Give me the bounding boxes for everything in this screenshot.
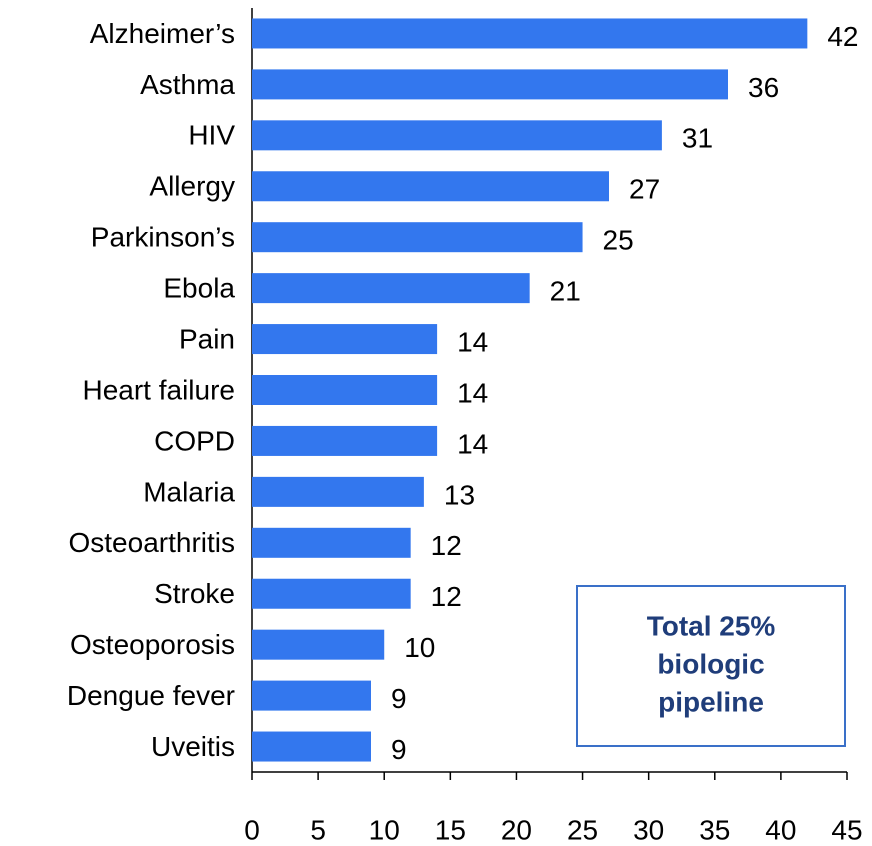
value-label: 27	[629, 174, 660, 205]
bar	[252, 375, 438, 405]
bar	[252, 731, 371, 762]
x-tick-label: 10	[369, 814, 400, 845]
annotation: biologic	[657, 648, 764, 679]
y-tick-label: Malaria	[143, 476, 235, 507]
bar	[252, 171, 609, 202]
annotation: pipeline	[658, 686, 764, 717]
value-label: 42	[827, 21, 858, 52]
bar	[252, 476, 424, 507]
bar	[252, 69, 728, 100]
bar	[252, 578, 411, 609]
value-label: 10	[404, 632, 435, 663]
x-tick-label: 40	[765, 814, 796, 845]
value-label: 31	[682, 123, 713, 154]
y-tick-label: Stroke	[154, 578, 235, 609]
value-label: 13	[444, 479, 475, 510]
y-tick-label: Heart failure	[82, 374, 235, 405]
value-label: 14	[457, 326, 488, 357]
bar	[252, 324, 438, 355]
y-tick-label: HIV	[188, 120, 235, 151]
x-tick-label: 45	[831, 814, 862, 845]
value-label: 9	[391, 683, 407, 714]
x-tick-label: 25	[567, 814, 598, 845]
value-label: 14	[457, 428, 488, 459]
x-tick-label: 5	[310, 814, 326, 845]
bar	[252, 629, 385, 660]
y-tick-label: Dengue fever	[67, 680, 235, 711]
x-tick-label: 20	[501, 814, 532, 845]
y-tick-label: Uveitis	[151, 731, 235, 762]
value-label: 12	[431, 581, 462, 612]
bar	[252, 680, 371, 711]
value-label: 36	[748, 72, 779, 103]
value-label: 9	[391, 734, 407, 765]
y-tick-label: Ebola	[163, 273, 235, 304]
value-label: 21	[550, 276, 581, 307]
bar	[252, 222, 583, 253]
value-label: 14	[457, 377, 488, 408]
y-tick-label: Osteoarthritis	[69, 527, 236, 558]
annotation: Total 25%	[647, 610, 776, 641]
bar	[252, 425, 438, 456]
bar	[252, 273, 530, 304]
y-tick-label: Alzheimer’s	[90, 18, 235, 49]
x-tick-label: 15	[435, 814, 466, 845]
x-tick-label: 30	[633, 814, 664, 845]
bar	[252, 120, 662, 151]
value-label: 25	[603, 225, 634, 256]
bar	[252, 527, 411, 558]
y-tick-label: Allergy	[149, 171, 235, 202]
y-tick-label: Asthma	[140, 69, 235, 100]
bar	[252, 18, 808, 49]
y-tick-label: COPD	[154, 425, 235, 456]
y-tick-label: Osteoporosis	[70, 629, 235, 660]
annotation-box	[576, 585, 846, 747]
value-label: 12	[431, 530, 462, 561]
x-tick-label: 35	[699, 814, 730, 845]
y-tick-label: Pain	[179, 323, 235, 354]
x-tick-label: 0	[244, 814, 260, 845]
y-tick-label: Parkinson’s	[91, 222, 235, 253]
